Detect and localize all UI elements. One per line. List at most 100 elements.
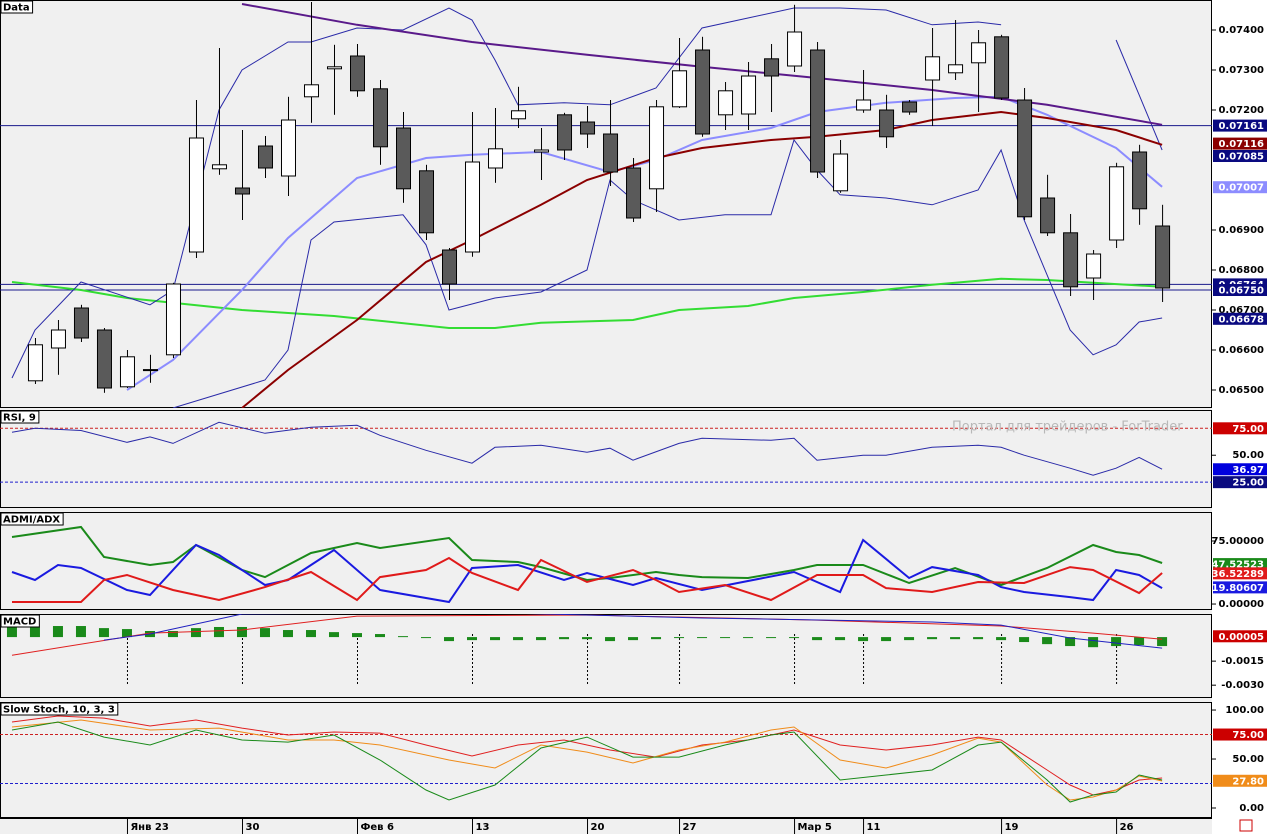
x-tick-label: 13 <box>476 822 490 833</box>
histogram-bar <box>996 637 1007 641</box>
price-label-bg <box>1213 137 1267 150</box>
candle-body <box>50 329 66 349</box>
histogram-bar <box>789 637 800 639</box>
candle-body <box>649 106 665 190</box>
histogram-bar <box>927 637 938 640</box>
candle-body <box>488 148 504 169</box>
price-label-bg <box>1213 181 1267 194</box>
histogram-bar <box>582 637 593 640</box>
price-label-bg <box>1213 463 1267 476</box>
histogram-bar <box>1065 637 1076 647</box>
price-label: 47.52523 <box>1211 560 1264 571</box>
indicator-line <box>241 110 1163 408</box>
candle-body <box>73 307 89 339</box>
scroll-icon[interactable] <box>1239 819 1253 832</box>
candle-body <box>557 114 573 151</box>
histogram-bar <box>904 637 915 641</box>
histogram-bar <box>766 637 777 639</box>
histogram-bar <box>950 637 961 640</box>
pane-title: Slow Stoch, 10, 3, 3 <box>3 705 115 716</box>
plot-area <box>0 1 1212 408</box>
candle-body <box>534 149 550 153</box>
candle-body <box>27 344 43 382</box>
histogram-bar <box>720 637 731 639</box>
candle-body <box>971 42 987 64</box>
indicator-line <box>12 556 1163 603</box>
indicator-line <box>11 277 1163 329</box>
histogram-bar <box>29 626 40 638</box>
pane-title-bg <box>0 512 64 526</box>
candle-body <box>326 66 342 70</box>
candle-body <box>511 110 527 120</box>
candle-body <box>787 31 803 67</box>
histogram-bar <box>421 637 432 639</box>
watermark: Портал для трейдеров - ForTrader <box>952 420 1183 435</box>
candle-body <box>695 49 711 135</box>
price-label: 75.00 <box>1232 730 1264 741</box>
y-tick-label: 0.07400 <box>1218 25 1264 36</box>
price-label: 27.80 <box>1232 776 1264 787</box>
histogram-bar <box>190 628 201 638</box>
candle-body <box>165 283 181 356</box>
candle-body <box>810 49 826 173</box>
indicator-line <box>103 614 1163 649</box>
histogram-bar <box>1042 637 1053 645</box>
histogram-bar <box>213 626 224 638</box>
candle-body <box>234 187 250 195</box>
candle-body <box>257 145 273 169</box>
histogram-bar <box>835 637 846 641</box>
price-label: 0.07161 <box>1218 121 1264 132</box>
histogram-bar <box>1111 637 1122 647</box>
candle-body <box>902 101 918 113</box>
plot-area: Портал для трейдеров - ForTrader <box>0 420 1212 483</box>
pane <box>0 512 1212 610</box>
x-tick-label: 26 <box>1120 822 1134 833</box>
x-tick-label: 11 <box>867 822 881 833</box>
x-tick-label: 30 <box>245 822 259 833</box>
indicator-line <box>11 721 1163 803</box>
candle-body <box>303 84 319 98</box>
x-tick-label: 20 <box>591 822 605 833</box>
y-tick-label: 0.06800 <box>1218 265 1264 276</box>
candle-body <box>925 56 941 81</box>
plot-area <box>6 614 1168 684</box>
histogram-bar <box>1088 637 1099 648</box>
candle-body <box>1063 232 1079 288</box>
y-tick-label: 0.07200 <box>1218 105 1264 116</box>
candle-body <box>1017 99 1033 218</box>
histogram-bar <box>259 628 270 638</box>
y-tick-label: 50.00 <box>1232 450 1264 461</box>
indicator-line <box>172 138 1163 408</box>
y-tick-label: 0.00 <box>1239 803 1264 814</box>
price-label-bg <box>1213 476 1267 489</box>
histogram-bar <box>351 633 362 638</box>
price-label-bg <box>1213 119 1267 132</box>
indicator-line <box>11 7 1163 379</box>
histogram-bar <box>628 637 639 641</box>
candle-body <box>419 170 435 234</box>
pane-title: RSI, 9 <box>3 413 36 424</box>
price-label: 0.07116 <box>1218 139 1264 150</box>
indicator-line <box>11 421 1163 476</box>
candle-body <box>1155 225 1171 289</box>
pane-title-bg <box>0 0 34 14</box>
candle-body <box>465 161 481 253</box>
histogram-bar <box>282 630 293 638</box>
candle-body <box>1086 253 1102 279</box>
candle-body <box>396 127 412 190</box>
pane-title-bg <box>0 410 40 424</box>
x-tick-label: Фев 6 <box>360 822 394 833</box>
histogram-bar <box>490 637 501 641</box>
price-label: 0.06678 <box>1218 314 1264 325</box>
histogram-bar <box>121 629 132 638</box>
price-label-bg <box>1213 284 1267 296</box>
y-tick-label: 75.00000 <box>1211 536 1264 547</box>
histogram-bar <box>697 637 708 639</box>
price-label: 25.00 <box>1232 478 1264 489</box>
price-label-bg <box>1213 728 1267 741</box>
pane-title: Data <box>3 3 30 14</box>
histogram-bar <box>6 626 17 638</box>
price-label: 0.07007 <box>1218 183 1264 194</box>
y-tick-label: 50.00 <box>1232 754 1264 765</box>
